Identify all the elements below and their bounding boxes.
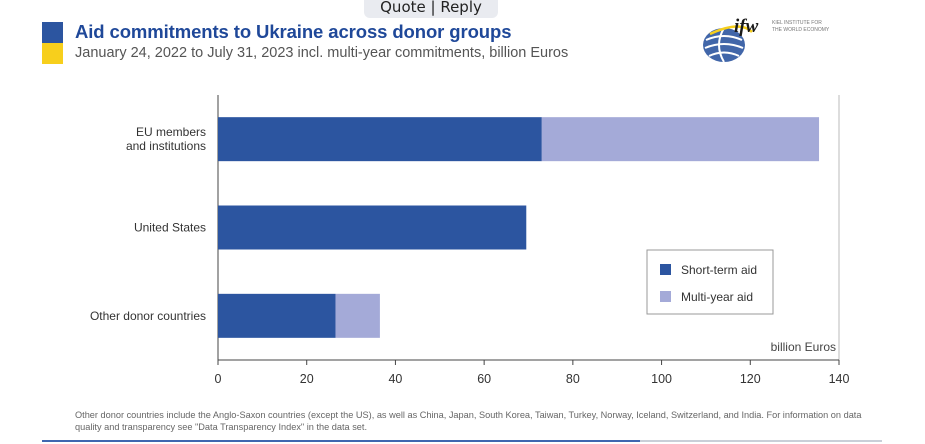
category-label-0: and institutions [126,139,206,153]
divider-blue [42,440,640,442]
logo-line2: THE WORLD ECONOMY [772,27,830,33]
footnote: Other donor countries include the Anglo-… [75,410,862,432]
bar-multi-year-0 [541,117,820,162]
ukraine-flag-yellow [42,43,63,64]
quote-reply-label[interactable]: Quote | Reply [380,0,482,16]
legend-label-0: Short-term aid [681,263,757,277]
legend-swatch-1 [660,291,671,302]
bar-short-term-1 [218,205,527,250]
category-label-1: United States [134,221,206,235]
globe-icon [703,25,753,63]
category-label-0: EU members [136,125,206,139]
bar-short-term-2 [218,293,336,338]
x-tick-label-6: 120 [740,372,761,386]
divider-grey [640,440,882,442]
bar-short-term-0 [218,117,542,162]
logo-wordmark: ifw [734,16,759,37]
ukraine-flag-blue [42,22,63,43]
x-tick-label-2: 40 [388,372,402,386]
x-tick-label-4: 80 [566,372,580,386]
quote-reply-bar[interactable]: Quote | Reply [364,0,498,18]
bar-multi-year-2 [335,293,380,338]
x-tick-label-1: 20 [300,372,314,386]
x-axis-unit-label: billion Euros [771,340,836,354]
logo-line1: KIEL INSTITUTE FOR [772,20,822,26]
category-label-2: Other donor countries [90,309,206,323]
legend-box [646,249,774,315]
x-tick-label-5: 100 [651,372,672,386]
x-tick-label-0: 0 [215,372,222,386]
ifw-logo: ifw KIEL INSTITUTE FOR THE WORLD ECONOMY [703,16,830,63]
chart-subtitle: January 24, 2022 to July 31, 2023 incl. … [75,45,569,61]
x-tick-label-7: 140 [829,372,850,386]
x-tick-label-3: 60 [477,372,491,386]
legend-swatch-0 [660,264,671,275]
legend-label-1: Multi-year aid [681,290,753,304]
chart-title: Aid commitments to Ukraine across donor … [75,21,512,42]
